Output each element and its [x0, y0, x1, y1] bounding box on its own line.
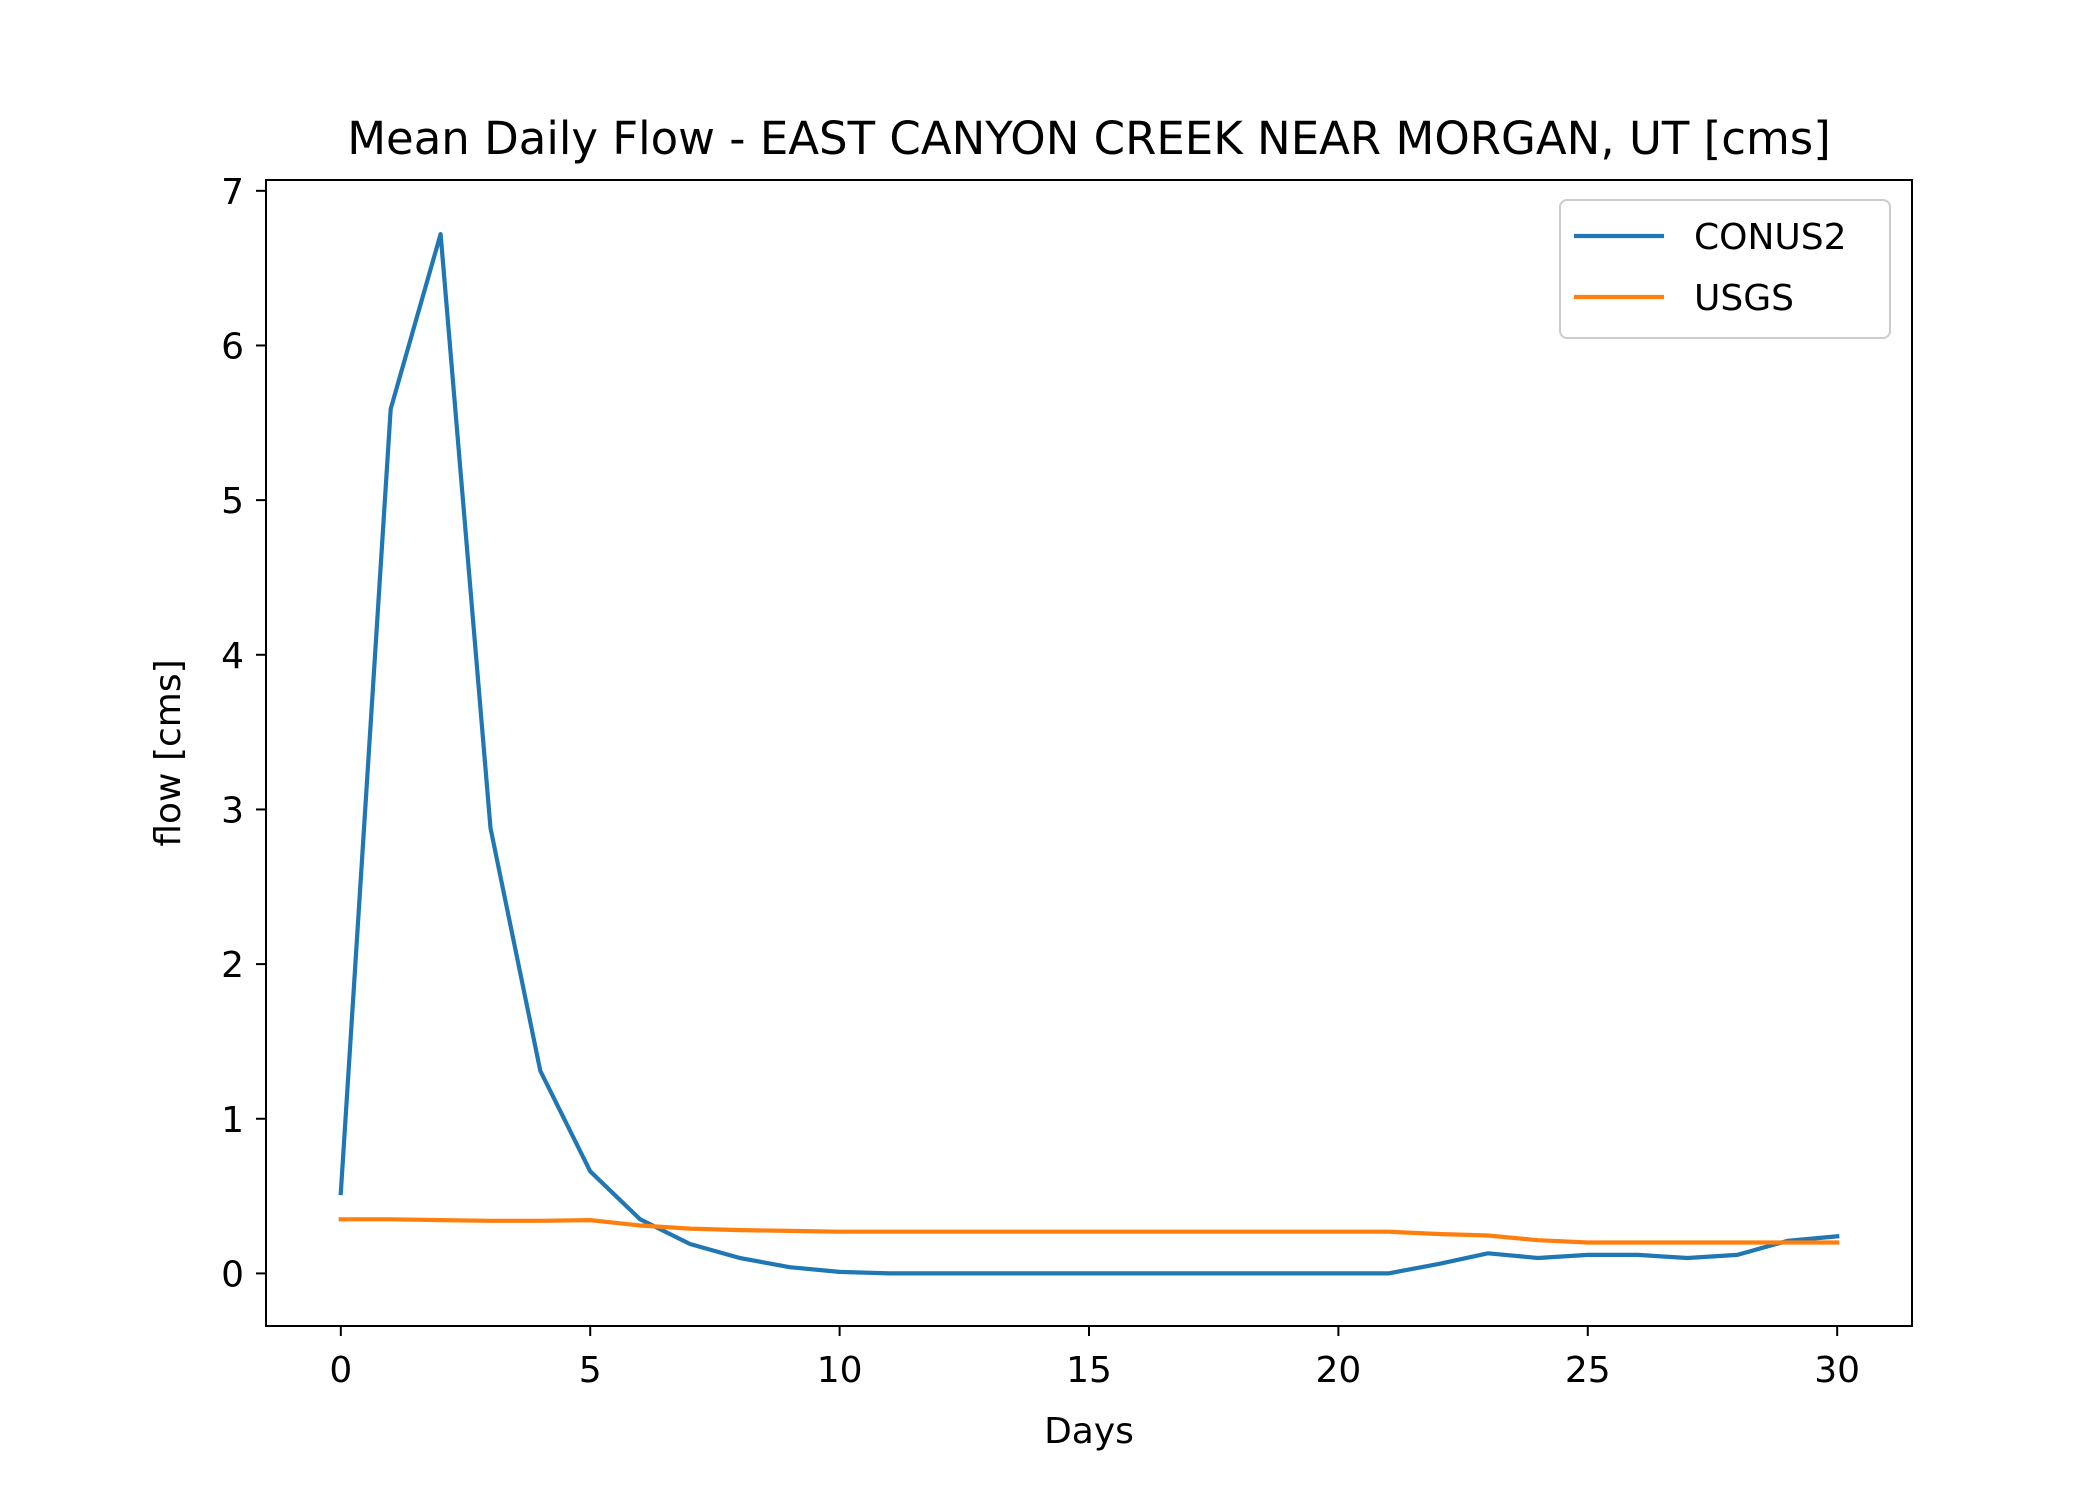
plot-area: [266, 180, 1912, 1326]
y-tick-label: 6: [221, 326, 244, 367]
chart-title: Mean Daily Flow - EAST CANYON CREEK NEAR…: [347, 112, 1831, 165]
y-tick-label: 0: [221, 1254, 244, 1295]
y-tick-label: 1: [221, 1100, 244, 1141]
series-line-usgs: [338, 1217, 1840, 1245]
y-axis-title: flow [cms]: [148, 659, 189, 846]
y-tick-label: 2: [221, 945, 244, 986]
x-tick-label: 0: [329, 1350, 352, 1391]
series-line-conus2: [338, 232, 1840, 1276]
series-layer: [338, 232, 1840, 1276]
x-axis: 0 5 10 15 20 25 30: [329, 1326, 1860, 1391]
x-tick-label: 20: [1315, 1350, 1361, 1391]
y-axis: 0 1 2 3 4 5 6 7: [221, 172, 266, 1295]
x-tick-label: 5: [579, 1350, 602, 1391]
x-tick-label: 15: [1066, 1350, 1112, 1391]
x-axis-title: Days: [1044, 1411, 1134, 1452]
legend-label-usgs: USGS: [1694, 278, 1794, 319]
x-tick-label: 10: [817, 1350, 863, 1391]
legend: CONUS2 USGS: [1559, 199, 1891, 339]
legend-label-conus2: CONUS2: [1694, 217, 1847, 258]
x-tick-label: 30: [1814, 1350, 1860, 1391]
y-tick-label: 4: [221, 636, 244, 677]
y-tick-label: 3: [221, 790, 244, 831]
y-tick-label: 7: [221, 172, 244, 213]
y-tick-label: 5: [221, 481, 244, 522]
x-tick-label: 25: [1565, 1350, 1611, 1391]
